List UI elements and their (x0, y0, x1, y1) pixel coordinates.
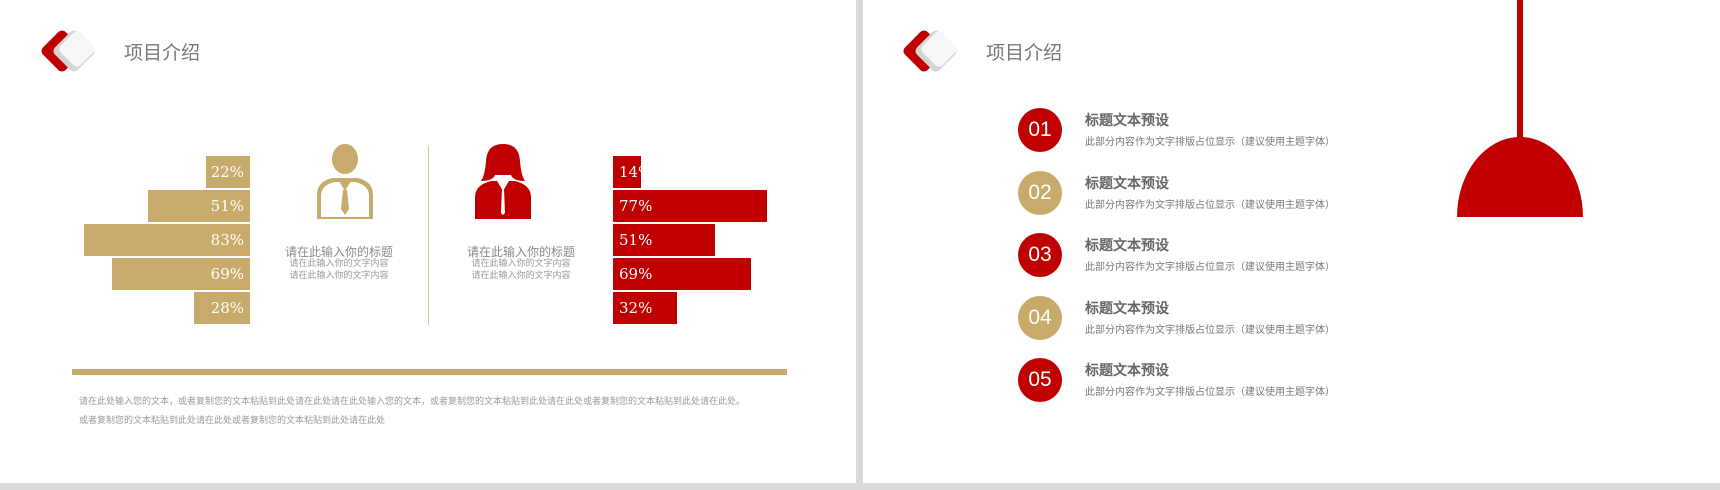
gold-bar: 22% (206, 156, 250, 188)
red-bar: 51% (613, 224, 715, 256)
diamond-logo-icon (41, 30, 95, 72)
item-desc: 此部分内容作为文字排版占位显示（建议使用主题字体） (1085, 137, 1335, 148)
item-desc: 此部分内容作为文字排版占位显示（建议使用主题字体） (1085, 325, 1335, 336)
red-bar: 14% (613, 156, 652, 188)
item-desc: 此部分内容作为文字排版占位显示（建议使用主题字体） (1085, 200, 1335, 211)
item-title: 标题文本预设 (1085, 113, 1169, 129)
number-badge: 04 (1018, 296, 1062, 340)
item-title: 标题文本预设 (1085, 176, 1169, 192)
number-badge: 01 (1018, 108, 1062, 152)
slide-left: 项目介绍 22% 51% 83% 69% 28% 请在此输入你的标题 请在此输入… (0, 0, 856, 483)
slide-right: 项目介绍 01 标题文本预设 此部分内容作为文字排版占位显示（建议使用主题字体）… (863, 0, 1720, 483)
red-bar: 77% (613, 190, 767, 222)
number-badge: 02 (1018, 171, 1062, 215)
page-title: 项目介绍 (124, 42, 201, 64)
diamond-logo-icon (903, 30, 957, 72)
body-text: 请在此处输入您的文本，或者复制您的文本粘贴到此处请在此处请在此处输入您的文本，或… (79, 397, 746, 407)
female-desc: 请在此输入你的文字内容 (471, 271, 571, 281)
female-desc: 请在此输入你的文字内容 (471, 259, 571, 269)
vertical-divider (428, 146, 429, 325)
red-bar: 32% (613, 292, 677, 324)
number-badge: 05 (1018, 358, 1062, 402)
male-title: 请在此输入你的标题 (284, 245, 393, 259)
item-title: 标题文本预设 (1085, 301, 1169, 317)
item-desc: 此部分内容作为文字排版占位显示（建议使用主题字体） (1085, 262, 1335, 273)
gold-bar: 28% (194, 292, 250, 324)
female-person-icon (475, 144, 531, 219)
red-bar: 69% (613, 258, 751, 290)
item-title: 标题文本预设 (1085, 363, 1169, 379)
gold-bar: 51% (148, 190, 250, 222)
gold-bar: 69% (112, 258, 250, 290)
horizontal-divider (72, 369, 787, 375)
female-title: 请在此输入你的标题 (466, 245, 575, 259)
male-desc: 请在此输入你的文字内容 (289, 259, 389, 269)
page-title: 项目介绍 (986, 42, 1063, 64)
number-badge: 03 (1018, 233, 1062, 277)
item-title: 标题文本预设 (1085, 238, 1169, 254)
male-person-icon (317, 144, 373, 219)
item-desc: 此部分内容作为文字排版占位显示（建议使用主题字体） (1085, 387, 1335, 398)
pendant-lamp-shape (1457, 0, 1583, 217)
male-desc: 请在此输入你的文字内容 (289, 271, 389, 281)
gold-bar: 83% (84, 224, 250, 256)
body-text: 或者复制您的文本粘贴到此处请在此处或者复制您的文本粘贴到此处请在此处 (79, 416, 386, 426)
